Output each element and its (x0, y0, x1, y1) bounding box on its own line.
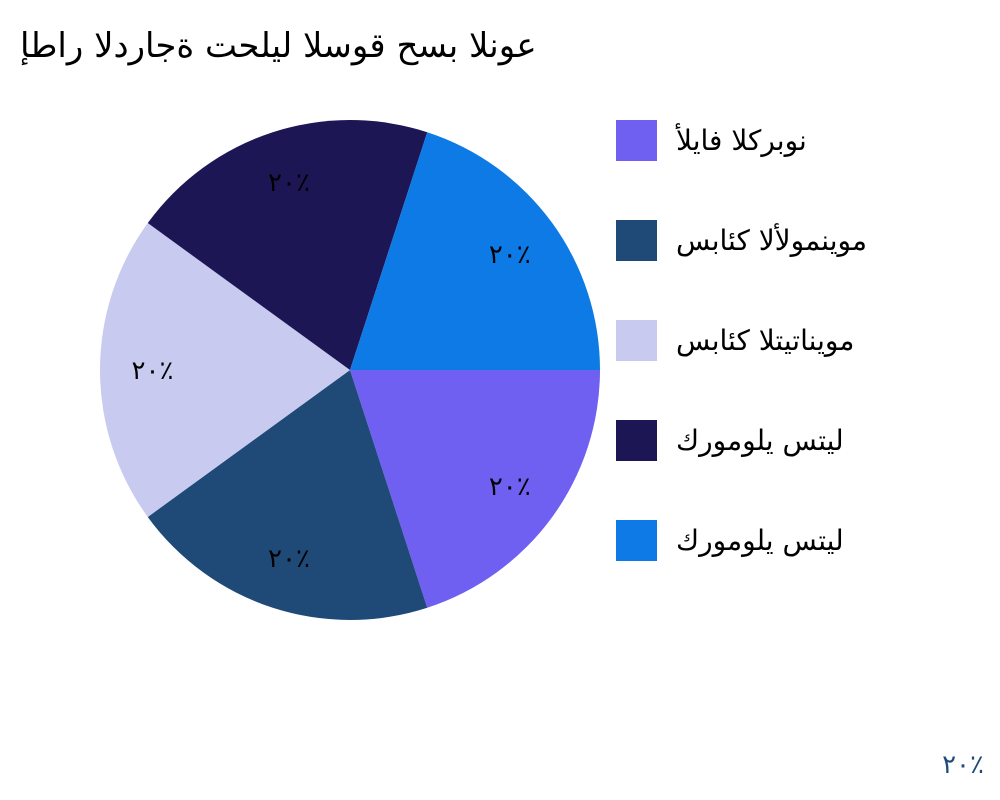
pie-slice (100, 223, 350, 517)
legend-item: سبائك الألومنيوم (616, 219, 867, 261)
legend-swatch (616, 319, 657, 361)
legend-swatch (616, 519, 657, 561)
legend-label: كرومولي ستيل (676, 523, 844, 557)
pie-slice (147, 120, 428, 370)
slice-data-label: ٢٠٪ (268, 168, 310, 198)
legend-swatch (616, 419, 657, 461)
watermark: ٢٠٪ (942, 750, 984, 780)
legend-label: كرومولي ستيل (676, 423, 844, 457)
slice-data-label: ٢٠٪ (489, 472, 531, 502)
legend-swatch (616, 119, 657, 161)
slice-data-label: ٢٠٪ (489, 240, 531, 270)
legend-label: ألياف الكربون (676, 123, 807, 157)
legend-item: سبائك التيتانيوم (616, 319, 855, 361)
slice-data-label: ٢٠٪ (132, 356, 174, 386)
pie-slice (350, 370, 600, 608)
legend-item: ألياف الكربون (616, 119, 807, 161)
legend-label: سبائك التيتانيوم (676, 323, 855, 357)
chart-title: إطار الدراجة تحليل السوق حسب النوع (20, 26, 537, 66)
legend-swatch (616, 219, 657, 261)
pie-slice (350, 132, 600, 370)
legend-label: سبائك الألومنيوم (676, 223, 867, 257)
legend-item: كرومولي ستيل (616, 419, 844, 461)
legend-item: كرومولي ستيل (616, 519, 844, 561)
slice-data-label: ٢٠٪ (268, 544, 310, 574)
pie-slice (147, 370, 428, 620)
